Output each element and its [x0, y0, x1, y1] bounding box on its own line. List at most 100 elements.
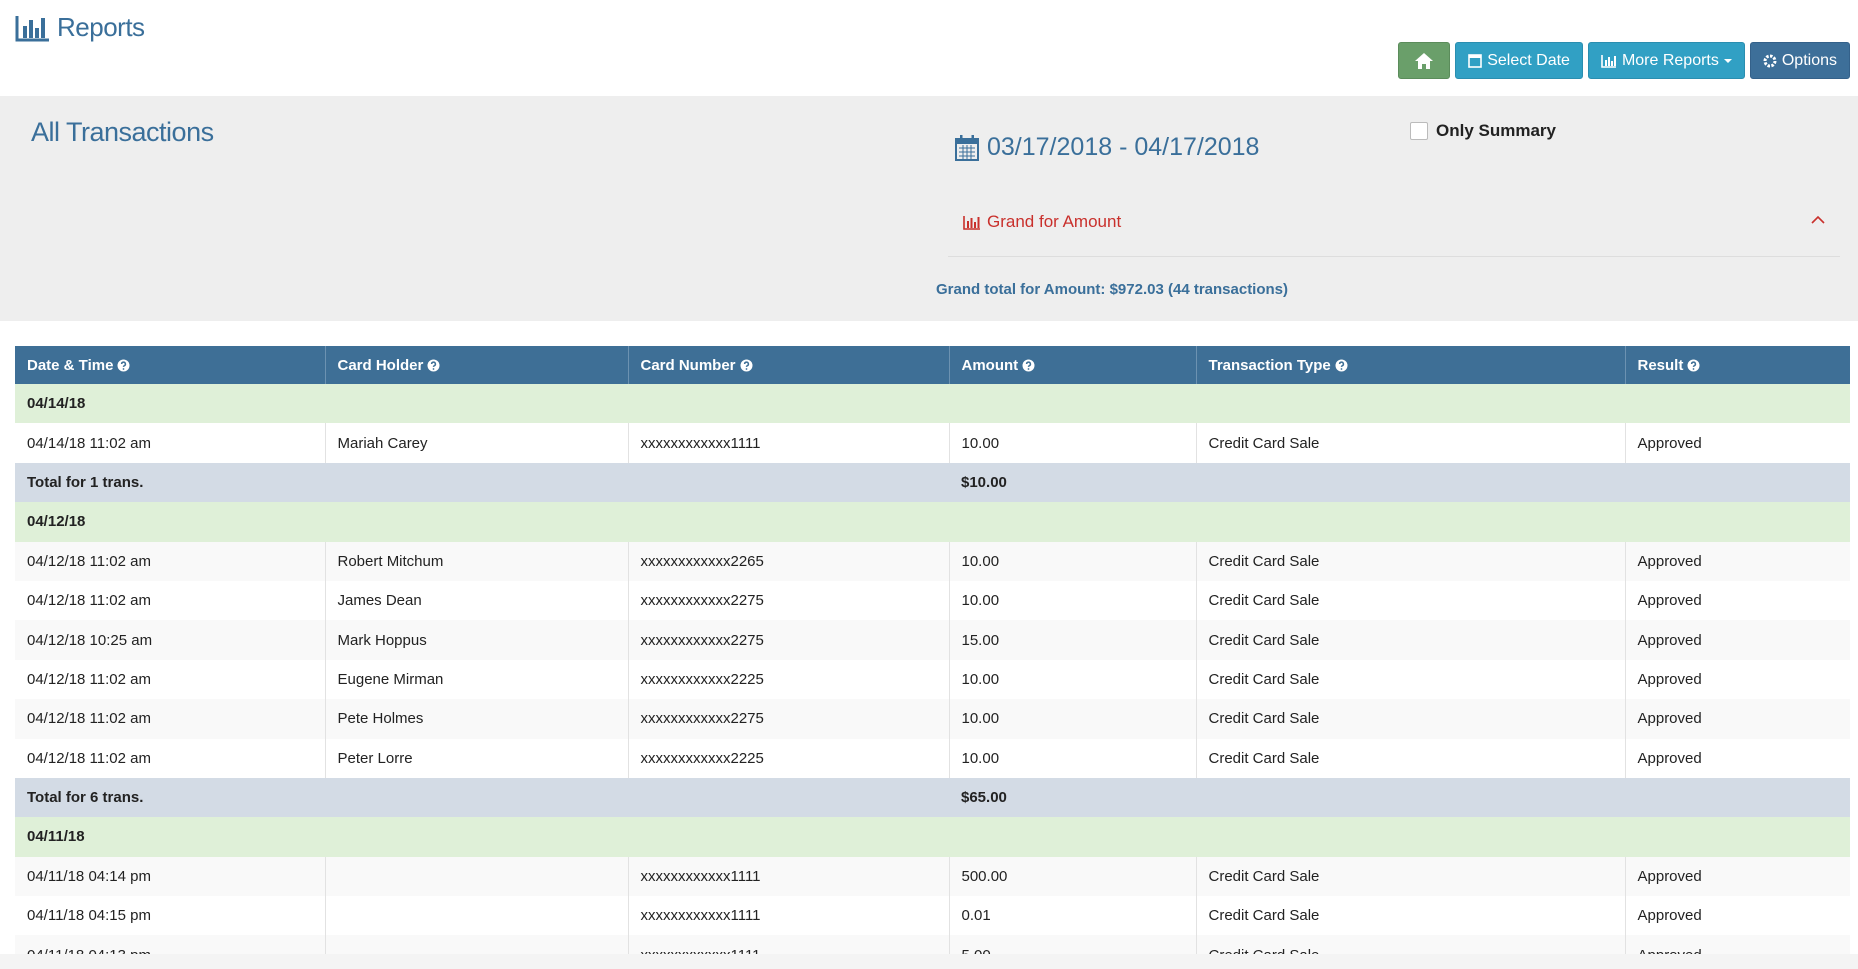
column-label: Amount	[961, 356, 1019, 374]
transaction-row: 04/12/18 11:02 am Robert Mitchum xxxxxxxxx…	[15, 541, 1850, 581]
cell: xxxxxxxxxxxx2275	[628, 699, 950, 739]
help-icon[interactable]	[117, 359, 130, 372]
grand-total: Grand total for Amount: $972.03 (44 tran…	[936, 281, 1289, 298]
button-label: More Reports	[1621, 51, 1719, 69]
transactions-table: Date & Time Card Holder Card Number Amount T…	[15, 346, 1850, 954]
help-icon[interactable]	[740, 359, 753, 372]
divider	[948, 256, 1840, 257]
cell	[325, 896, 629, 936]
button-label: Options	[1781, 51, 1837, 69]
column-header[interactable]: Date & Time	[15, 346, 326, 384]
select-date-button[interactable]: Select Date	[1455, 42, 1583, 79]
cell: 10.00	[949, 580, 1197, 621]
cell: 10.00	[949, 699, 1197, 739]
home-button[interactable]	[1398, 42, 1451, 79]
cell: Credit Card Sale	[1196, 659, 1626, 700]
cell: xxxxxxxxxxxx1111	[628, 856, 950, 897]
table-container: Date & Time Card Holder Card Number Amount T…	[15, 346, 1850, 954]
accordion-label: Grand for Amount	[987, 212, 1122, 231]
transaction-row: 04/14/18 11:02 am Mariah Carey xxxxxxxxxxx…	[15, 423, 1850, 463]
cell: 0.01	[949, 896, 1197, 936]
group-date: 04/11/18	[15, 817, 1850, 857]
date-range-text: 03/17/2018 - 04/17/2018	[987, 133, 1260, 161]
options-button[interactable]: Options	[1749, 42, 1850, 79]
cell: Approved	[1625, 935, 1850, 954]
help-icon[interactable]	[427, 359, 440, 372]
app-title: Reports	[57, 12, 145, 42]
total-amount: $10.00	[949, 462, 1850, 503]
cell: 04/12/18 10:25 am	[15, 620, 326, 660]
only-summary-toggle[interactable]: Only Summary	[1410, 121, 1556, 141]
cell: 10.00	[949, 738, 1197, 778]
transaction-row: 04/11/18 04:15 pm xxxxxxxxxxxx1111 0.01 Cre…	[15, 896, 1850, 936]
footer-strip	[0, 954, 1858, 969]
cell: 10.00	[949, 423, 1197, 463]
cell: 500.00	[949, 856, 1197, 897]
cell: Credit Card Sale	[1196, 620, 1626, 660]
cell: Credit Card Sale	[1196, 738, 1626, 778]
cell: Credit Card Sale	[1196, 580, 1626, 621]
cell: xxxxxxxxxxxx2225	[628, 659, 950, 700]
help-icon[interactable]	[1687, 359, 1700, 372]
total-row: Total for 6 trans. $65.00	[15, 777, 1850, 818]
chart-icon	[15, 15, 49, 41]
cell: xxxxxxxxxxxx1111	[628, 935, 950, 954]
cell: xxxxxxxxxxxx2265	[628, 541, 950, 581]
button-label: Select Date	[1487, 51, 1570, 69]
column-label: Card Holder	[337, 356, 424, 374]
cell: 04/11/18 04:13 pm	[15, 935, 326, 954]
cell: Mark Hoppus	[325, 620, 629, 660]
cell: Credit Card Sale	[1196, 541, 1626, 581]
grand-accordion[interactable]: Grand for Amount	[963, 212, 1121, 232]
cell: Credit Card Sale	[1196, 935, 1626, 954]
cell	[325, 935, 629, 954]
cell: 5.00	[949, 935, 1197, 954]
more-reports-button[interactable]: More Reports	[1587, 42, 1745, 79]
group-date: 04/14/18	[15, 384, 1850, 424]
cell: James Dean	[325, 580, 629, 621]
collapse-icon[interactable]	[1810, 214, 1826, 226]
column-header[interactable]: Result	[1625, 346, 1850, 384]
cell: 04/11/18 04:15 pm	[15, 896, 326, 936]
cell: 04/14/18 11:02 am	[15, 423, 326, 463]
group-row: 04/12/18	[15, 502, 1850, 542]
column-header[interactable]: Card Holder	[325, 346, 629, 384]
total-label: Total for 1 trans.	[15, 462, 949, 503]
transaction-row: 04/11/18 04:13 pm xxxxxxxxxxxx11115.00Cre…	[15, 935, 1850, 954]
transaction-row: 04/11/18 04:14 pm xxxxxxxxxxxx1111 500.00 C…	[15, 856, 1850, 897]
checkbox[interactable]	[1410, 122, 1428, 140]
cell: xxxxxxxxxxxx1111	[628, 423, 950, 463]
group-date: 04/12/18	[15, 502, 1850, 542]
summary-panel	[0, 96, 1858, 321]
cell: Peter Lorre	[325, 738, 629, 778]
cell: Approved	[1625, 620, 1850, 660]
transaction-row: 04/12/18 11:02 am Pete Holmes xxxxxxxxxxxx…	[15, 699, 1850, 739]
help-icon[interactable]	[1022, 359, 1035, 372]
date-range[interactable]: 03/17/2018 - 04/17/2018	[955, 133, 1259, 162]
checkbox-label: Only Summary	[1436, 121, 1556, 140]
cell: Credit Card Sale	[1196, 856, 1626, 897]
cell: Mariah Carey	[325, 423, 629, 463]
app-header[interactable]: Reports	[15, 12, 145, 43]
cell: Credit Card Sale	[1196, 423, 1626, 463]
help-icon[interactable]	[1335, 359, 1348, 372]
cell: 04/11/18 04:14 pm	[15, 856, 326, 897]
column-label: Transaction Type	[1208, 356, 1331, 374]
cell: Approved	[1625, 423, 1850, 463]
cell: Credit Card Sale	[1196, 699, 1626, 739]
column-header[interactable]: Transaction Type	[1196, 346, 1626, 384]
cell: 15.00	[949, 620, 1197, 660]
column-label: Card Number	[640, 356, 736, 374]
column-header[interactable]: Amount	[949, 346, 1197, 384]
group-row: 04/14/18	[15, 384, 1850, 424]
cell: 04/12/18 11:02 am	[15, 580, 326, 621]
total-label: Total for 6 trans.	[15, 777, 949, 818]
cell: Robert Mitchum	[325, 541, 629, 581]
cell: 04/12/18 11:02 am	[15, 659, 326, 700]
column-header[interactable]: Card Number	[628, 346, 950, 384]
cell: 10.00	[949, 659, 1197, 700]
cell: 04/12/18 11:02 am	[15, 541, 326, 581]
cell: xxxxxxxxxxxx2275	[628, 620, 950, 660]
cell: Pete Holmes	[325, 699, 629, 739]
column-label: Result	[1637, 356, 1684, 374]
